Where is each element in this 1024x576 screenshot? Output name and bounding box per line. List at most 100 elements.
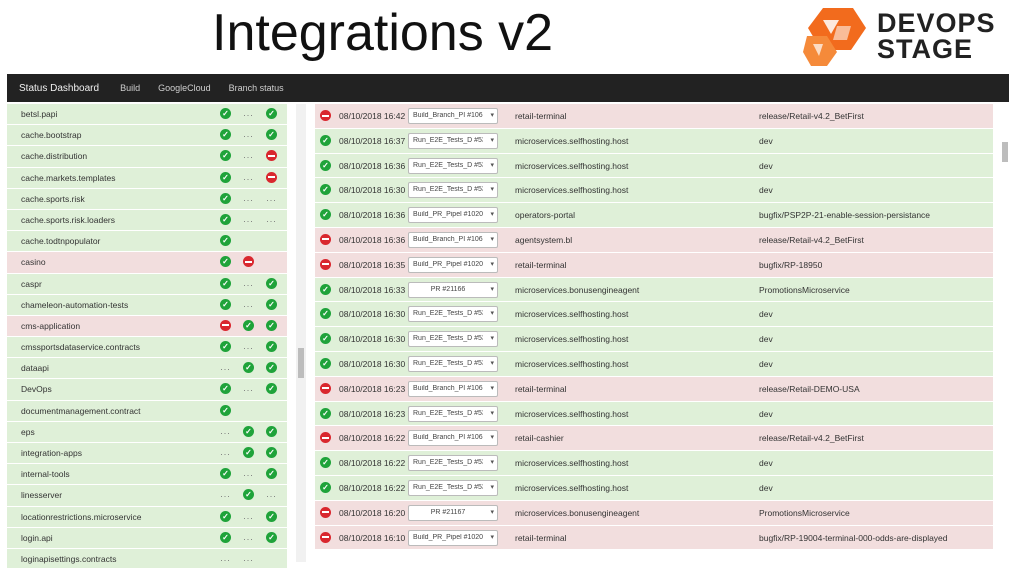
build-select[interactable]: Run_E2E_Tests_D #5354 ▾ [408, 331, 498, 348]
build-row[interactable]: 08/10/2018 16:23 Build_Branch_PI #10619 ▾ r… [315, 376, 993, 402]
success-check-icon: ✓ [243, 447, 254, 458]
build-row[interactable]: ✓ 08/10/2018 16:22 Run_E2E_Tests_D #5350 ▾ m… [315, 475, 993, 501]
right-scrollbar[interactable] [1000, 106, 1010, 566]
build-select[interactable]: Run_E2E_Tests_D #5358 ▾ [408, 132, 498, 149]
success-check-icon: ✓ [243, 425, 254, 437]
build-select-value: Build_Branch_PI #10619 [413, 384, 483, 392]
service-row[interactable]: login.api ✓... ✓ [7, 527, 287, 549]
build-select[interactable]: Run_E2E_Tests_D #5355 ▾ [408, 306, 498, 323]
service-row[interactable]: cache.sports.risk.loaders ✓...... [7, 209, 287, 232]
build-service: agentsystem.bl [515, 234, 573, 245]
right-scrollbar-thumb[interactable] [1002, 142, 1008, 162]
build-row[interactable]: ✓ 08/10/2018 16:36 Build_PR_Pipel #10209 ▾ o… [315, 203, 993, 228]
build-row[interactable]: 08/10/2018 16:22 Build_Branch_PI #10616 ▾ r… [315, 426, 993, 452]
service-row[interactable]: cms-application ✓ ✓ [7, 315, 287, 338]
failure-minus-icon [220, 319, 231, 331]
build-select[interactable]: Build_Branch_PI #10620 ▾ [408, 231, 498, 248]
failure-minus-icon [320, 382, 331, 394]
build-row[interactable]: 08/10/2018 16:20 PR #21167 ▾ microservices.… [315, 500, 993, 526]
build-select[interactable]: Run_E2E_Tests_D #5352 ▾ [408, 405, 498, 422]
service-row[interactable]: cache.markets.templates ✓... [7, 167, 287, 189]
build-select[interactable]: PR #21166 ▾ [408, 281, 498, 298]
service-row[interactable]: cache.sports.risk ✓...... [7, 188, 287, 210]
build-timestamp: 08/10/2018 16:30 [339, 334, 406, 345]
slide-title: Integrations v2 [212, 4, 554, 62]
build-row[interactable]: ✓ 08/10/2018 16:36 Run_E2E_Tests_D #5357 ▾ m… [315, 153, 993, 179]
build-row[interactable]: ✓ 08/10/2018 16:23 Run_E2E_Tests_D #5352 ▾ m… [315, 401, 993, 427]
service-row[interactable]: cmssportsdataservice.contracts ✓... ✓ [7, 337, 287, 359]
build-row[interactable]: ✓ 08/10/2018 16:22 Run_E2E_Tests_D #5351 ▾ m… [315, 451, 993, 476]
service-row[interactable]: betsl.papi ✓... ✓ [7, 104, 287, 126]
chevron-down-icon: ▾ [490, 508, 494, 516]
chevron-down-icon: ▾ [490, 384, 494, 392]
success-check-icon: ✓ [220, 213, 231, 225]
build-row[interactable]: 08/10/2018 16:35 Build_PR_Pipel #10208 ▾ re… [315, 252, 993, 278]
build-row[interactable]: ✓ 08/10/2018 16:33 PR #21166 ▾ microservices… [315, 277, 993, 303]
build-branch: dev [759, 334, 773, 345]
build-row[interactable]: 08/10/2018 16:36 Build_Branch_PI #10620 ▾ a… [315, 227, 993, 253]
build-service: microservices.bonusengineagent [515, 507, 640, 518]
pending-dots-icon: ... [243, 129, 254, 140]
service-row[interactable]: documentmanagement.contract ✓ [7, 400, 287, 422]
service-row[interactable]: internal-tools ✓... ✓ [7, 464, 287, 486]
build-row[interactable]: ✓ 08/10/2018 16:30 Run_E2E_Tests_D #5356 ▾ m… [315, 178, 993, 204]
success-check-icon: ✓ [266, 362, 277, 374]
pending-dots-icon: ... [243, 150, 254, 161]
service-row[interactable]: chameleon-automation-tests ✓... ✓ [7, 294, 287, 316]
service-row[interactable]: casino ✓ [7, 252, 287, 274]
nav-link-build[interactable]: Build [120, 83, 141, 93]
build-select[interactable]: Build_Branch_PI #10618 ▾ [408, 108, 498, 124]
service-row[interactable]: DevOps ✓... ✓ [7, 379, 287, 401]
build-row[interactable]: ✓ 08/10/2018 16:30 Run_E2E_Tests_D #5354 ▾ m… [315, 327, 993, 352]
navbar-brand[interactable]: Status Dashboard [19, 82, 100, 94]
service-name: cache.markets.templates [21, 172, 116, 183]
pending-dots-icon: ... [243, 468, 254, 479]
build-service: microservices.selfhosting.host [515, 309, 629, 320]
build-select[interactable]: Build_Branch_PI #10616 ▾ [408, 430, 498, 447]
build-select[interactable]: Build_Branch_PI #10619 ▾ [408, 380, 498, 397]
service-row[interactable]: locationrestrictions.microservice ✓... ✓ [7, 506, 287, 528]
service-row[interactable]: linesserver... ✓... [7, 485, 287, 507]
service-row[interactable]: cache.bootstrap ✓... ✓ [7, 125, 287, 147]
failure-minus-icon [320, 233, 331, 245]
build-select-value: Build_Branch_PI #10616 [413, 434, 483, 442]
service-name: dataapi [21, 363, 49, 374]
build-select[interactable]: Build_PR_Pipel #10209 ▾ [408, 207, 498, 224]
build-timestamp: 08/10/2018 16:23 [339, 383, 406, 394]
build-row[interactable]: ✓ 08/10/2018 16:30 Run_E2E_Tests_D #5355 ▾ m… [315, 302, 993, 328]
build-select[interactable]: Build_PR_Pipel #10208 ▾ [408, 256, 498, 273]
pending-dots-icon: ... [220, 362, 231, 373]
service-row[interactable]: cache.todtnpopulator ✓ [7, 231, 287, 253]
build-select[interactable]: Run_E2E_Tests_D #5356 ▾ [408, 182, 498, 199]
service-row[interactable]: caspr ✓... ✓ [7, 273, 287, 295]
service-row[interactable]: loginapisettings.contracts...... [7, 548, 287, 568]
build-branch: release/Retail-v4.2_BetFirst [759, 111, 864, 121]
build-select[interactable]: Run_E2E_Tests_D #5353 ▾ [408, 355, 498, 372]
build-branch: dev [759, 185, 773, 196]
success-check-icon: ✓ [220, 192, 231, 204]
nav-link-googlecloud[interactable]: GoogleCloud [158, 83, 211, 93]
service-row[interactable]: integration-apps... ✓ ✓ [7, 443, 287, 465]
build-select[interactable]: Run_E2E_Tests_D #5357 ▾ [408, 157, 498, 174]
build-row[interactable]: ✓ 08/10/2018 16:30 Run_E2E_Tests_D #5353 ▾ m… [315, 351, 993, 377]
left-scrollbar-thumb[interactable] [298, 348, 304, 378]
chevron-down-icon: ▾ [490, 459, 494, 467]
service-row[interactable]: eps... ✓ ✓ [7, 421, 287, 443]
build-select[interactable]: Run_E2E_Tests_D #5350 ▾ [408, 479, 498, 496]
dashboard-window: Status Dashboard Build GoogleCloud Branc… [7, 74, 1009, 568]
left-scrollbar[interactable] [296, 104, 306, 562]
build-row[interactable]: 08/10/2018 16:10 Build_PR_Pipel #10207 ▾ re… [315, 525, 993, 551]
nav-link-branch-status[interactable]: Branch status [228, 83, 284, 93]
success-check-icon: ✓ [320, 357, 331, 369]
build-row[interactable]: ✓ 08/10/2018 16:37 Run_E2E_Tests_D #5358 ▾ m… [315, 128, 993, 154]
service-name: chameleon-automation-tests [21, 299, 129, 310]
build-row[interactable]: 08/10/2018 16:42 Build_Branch_PI #10618 ▾ r… [315, 104, 993, 129]
service-row[interactable]: cache.distribution ✓... [7, 146, 287, 168]
build-select[interactable]: Build_PR_Pipel #10207 ▾ [408, 529, 498, 546]
build-select-value: Run_E2E_Tests_D #5358 [413, 136, 483, 144]
service-row[interactable]: dataapi... ✓ ✓ [7, 358, 287, 380]
build-select[interactable]: Run_E2E_Tests_D #5351 ▾ [408, 455, 498, 472]
build-select[interactable]: PR #21167 ▾ [408, 504, 498, 521]
build-timestamp: 08/10/2018 16:22 [339, 482, 406, 493]
success-check-icon: ✓ [320, 457, 331, 469]
